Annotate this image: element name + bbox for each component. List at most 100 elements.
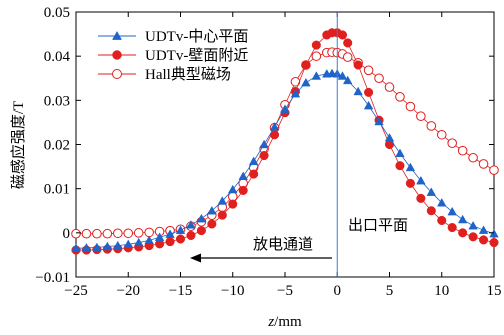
data-point-open-circle	[416, 111, 426, 122]
x-tick-label: 5	[386, 283, 394, 299]
legend-item: UDTv-壁面附近	[98, 47, 248, 64]
data-point-triangle	[154, 232, 165, 241]
data-point-circle	[112, 50, 122, 60]
data-point-triangle	[71, 243, 81, 252]
data-point-triangle	[342, 75, 353, 85]
data-point-circle	[228, 199, 238, 209]
data-point-circle	[196, 226, 206, 236]
x-tick-label: 0	[334, 283, 342, 299]
data-point-triangle	[311, 71, 322, 80]
data-point-open-circle	[290, 76, 301, 87]
data-point-circle	[165, 237, 175, 247]
data-point-circle	[217, 210, 227, 220]
legend-item: UDTv-中心平面	[98, 28, 248, 45]
data-point-open-circle	[311, 51, 322, 61]
x-tick-label: −20	[117, 283, 140, 299]
x-tick-label: 10	[434, 283, 449, 299]
discharge-channel-annotation: 放电通道	[253, 236, 313, 253]
data-point-circle	[426, 206, 436, 216]
data-point-circle	[353, 60, 363, 70]
data-point-open-circle	[102, 228, 113, 239]
data-point-open-circle	[436, 129, 447, 140]
y-tick-label: −0.01	[35, 270, 70, 286]
data-point-triangle	[92, 242, 102, 252]
data-point-triangle	[217, 196, 228, 205]
x-tick-label: −10	[221, 283, 244, 299]
data-point-circle	[458, 228, 468, 238]
legend: UDTv-中心平面 UDTv-壁面附近 Hall典型磁场	[98, 28, 248, 83]
data-point-triangle	[238, 171, 248, 180]
data-point-circle	[489, 238, 499, 248]
legend-label: Hall典型磁场	[145, 66, 231, 83]
data-point-triangle	[144, 235, 154, 245]
data-point-circle	[479, 235, 489, 245]
data-point-triangle	[426, 187, 437, 196]
data-point-circle	[416, 193, 426, 203]
data-point-open-circle	[144, 227, 154, 238]
data-point-open-circle	[342, 52, 353, 62]
x-tick-label: −25	[64, 283, 87, 299]
data-point-circle	[468, 232, 478, 242]
data-point-triangle	[478, 225, 489, 234]
data-point-triangle	[280, 104, 290, 113]
data-point-triangle	[113, 240, 123, 250]
data-point-triangle	[133, 237, 144, 247]
series-1	[71, 68, 499, 252]
data-point-triangle	[416, 175, 426, 185]
data-point-open-circle	[113, 228, 123, 239]
x-tick-label: −5	[277, 283, 293, 299]
data-point-triangle	[81, 243, 92, 252]
data-point-triangle	[112, 30, 122, 40]
data-point-triangle	[269, 122, 280, 131]
data-point-triangle	[290, 88, 301, 98]
series-2	[71, 28, 499, 255]
exit-plane-annotation: 出口平面	[348, 217, 408, 234]
data-point-open-circle	[384, 82, 395, 92]
data-point-triangle	[337, 71, 348, 80]
legend-item: Hall典型磁场	[98, 66, 231, 83]
data-point-triangle	[248, 156, 259, 165]
data-point-circle	[186, 230, 196, 241]
data-point-triangle	[457, 214, 468, 224]
x-axis-title: z/mm	[267, 314, 302, 330]
data-point-open-circle	[468, 152, 478, 163]
data-point-open-circle	[489, 165, 499, 175]
data-point-open-circle	[363, 65, 374, 76]
y-tick-label: 0.01	[44, 182, 70, 198]
x-tick-label: −15	[169, 283, 192, 299]
data-point-triangle	[437, 197, 447, 207]
data-point-circle	[301, 60, 311, 70]
data-point-circle	[249, 169, 259, 179]
data-point-circle	[175, 234, 186, 244]
series-layer	[71, 28, 499, 255]
data-point-triangle	[196, 213, 207, 223]
y-tick-label: 0.02	[44, 138, 70, 154]
x-tick-label: 15	[487, 283, 502, 299]
data-point-circle	[437, 215, 447, 226]
data-point-triangle	[301, 77, 311, 87]
data-point-open-circle	[92, 228, 102, 239]
legend-label: UDTv-壁面附近	[145, 47, 248, 64]
discharge-channel-arrow	[190, 253, 332, 263]
data-point-circle	[337, 30, 348, 40]
data-point-open-circle	[112, 69, 122, 79]
data-point-open-circle	[457, 145, 468, 156]
axes-layer: −25 −20 −15 −10 −5 0 5 10 15 −0.01 0 0.01 0.02 0.03 0.…	[35, 5, 501, 299]
data-point-open-circle	[405, 101, 416, 112]
y-tick-label: 0.04	[44, 49, 71, 65]
data-point-circle	[447, 222, 457, 233]
data-point-open-circle	[374, 73, 384, 84]
y-tick-label: 0.05	[44, 5, 70, 21]
data-point-triangle	[175, 225, 186, 234]
data-point-open-circle	[81, 228, 92, 239]
data-point-circle	[207, 219, 217, 229]
data-point-triangle	[447, 206, 457, 216]
data-point-open-circle	[447, 138, 458, 148]
data-point-circle	[343, 38, 353, 48]
legend-label: UDTv-中心平面	[145, 28, 248, 45]
data-point-triangle	[228, 184, 238, 194]
data-point-circle	[364, 87, 374, 97]
data-point-circle	[311, 40, 321, 50]
data-point-open-circle	[71, 228, 81, 239]
